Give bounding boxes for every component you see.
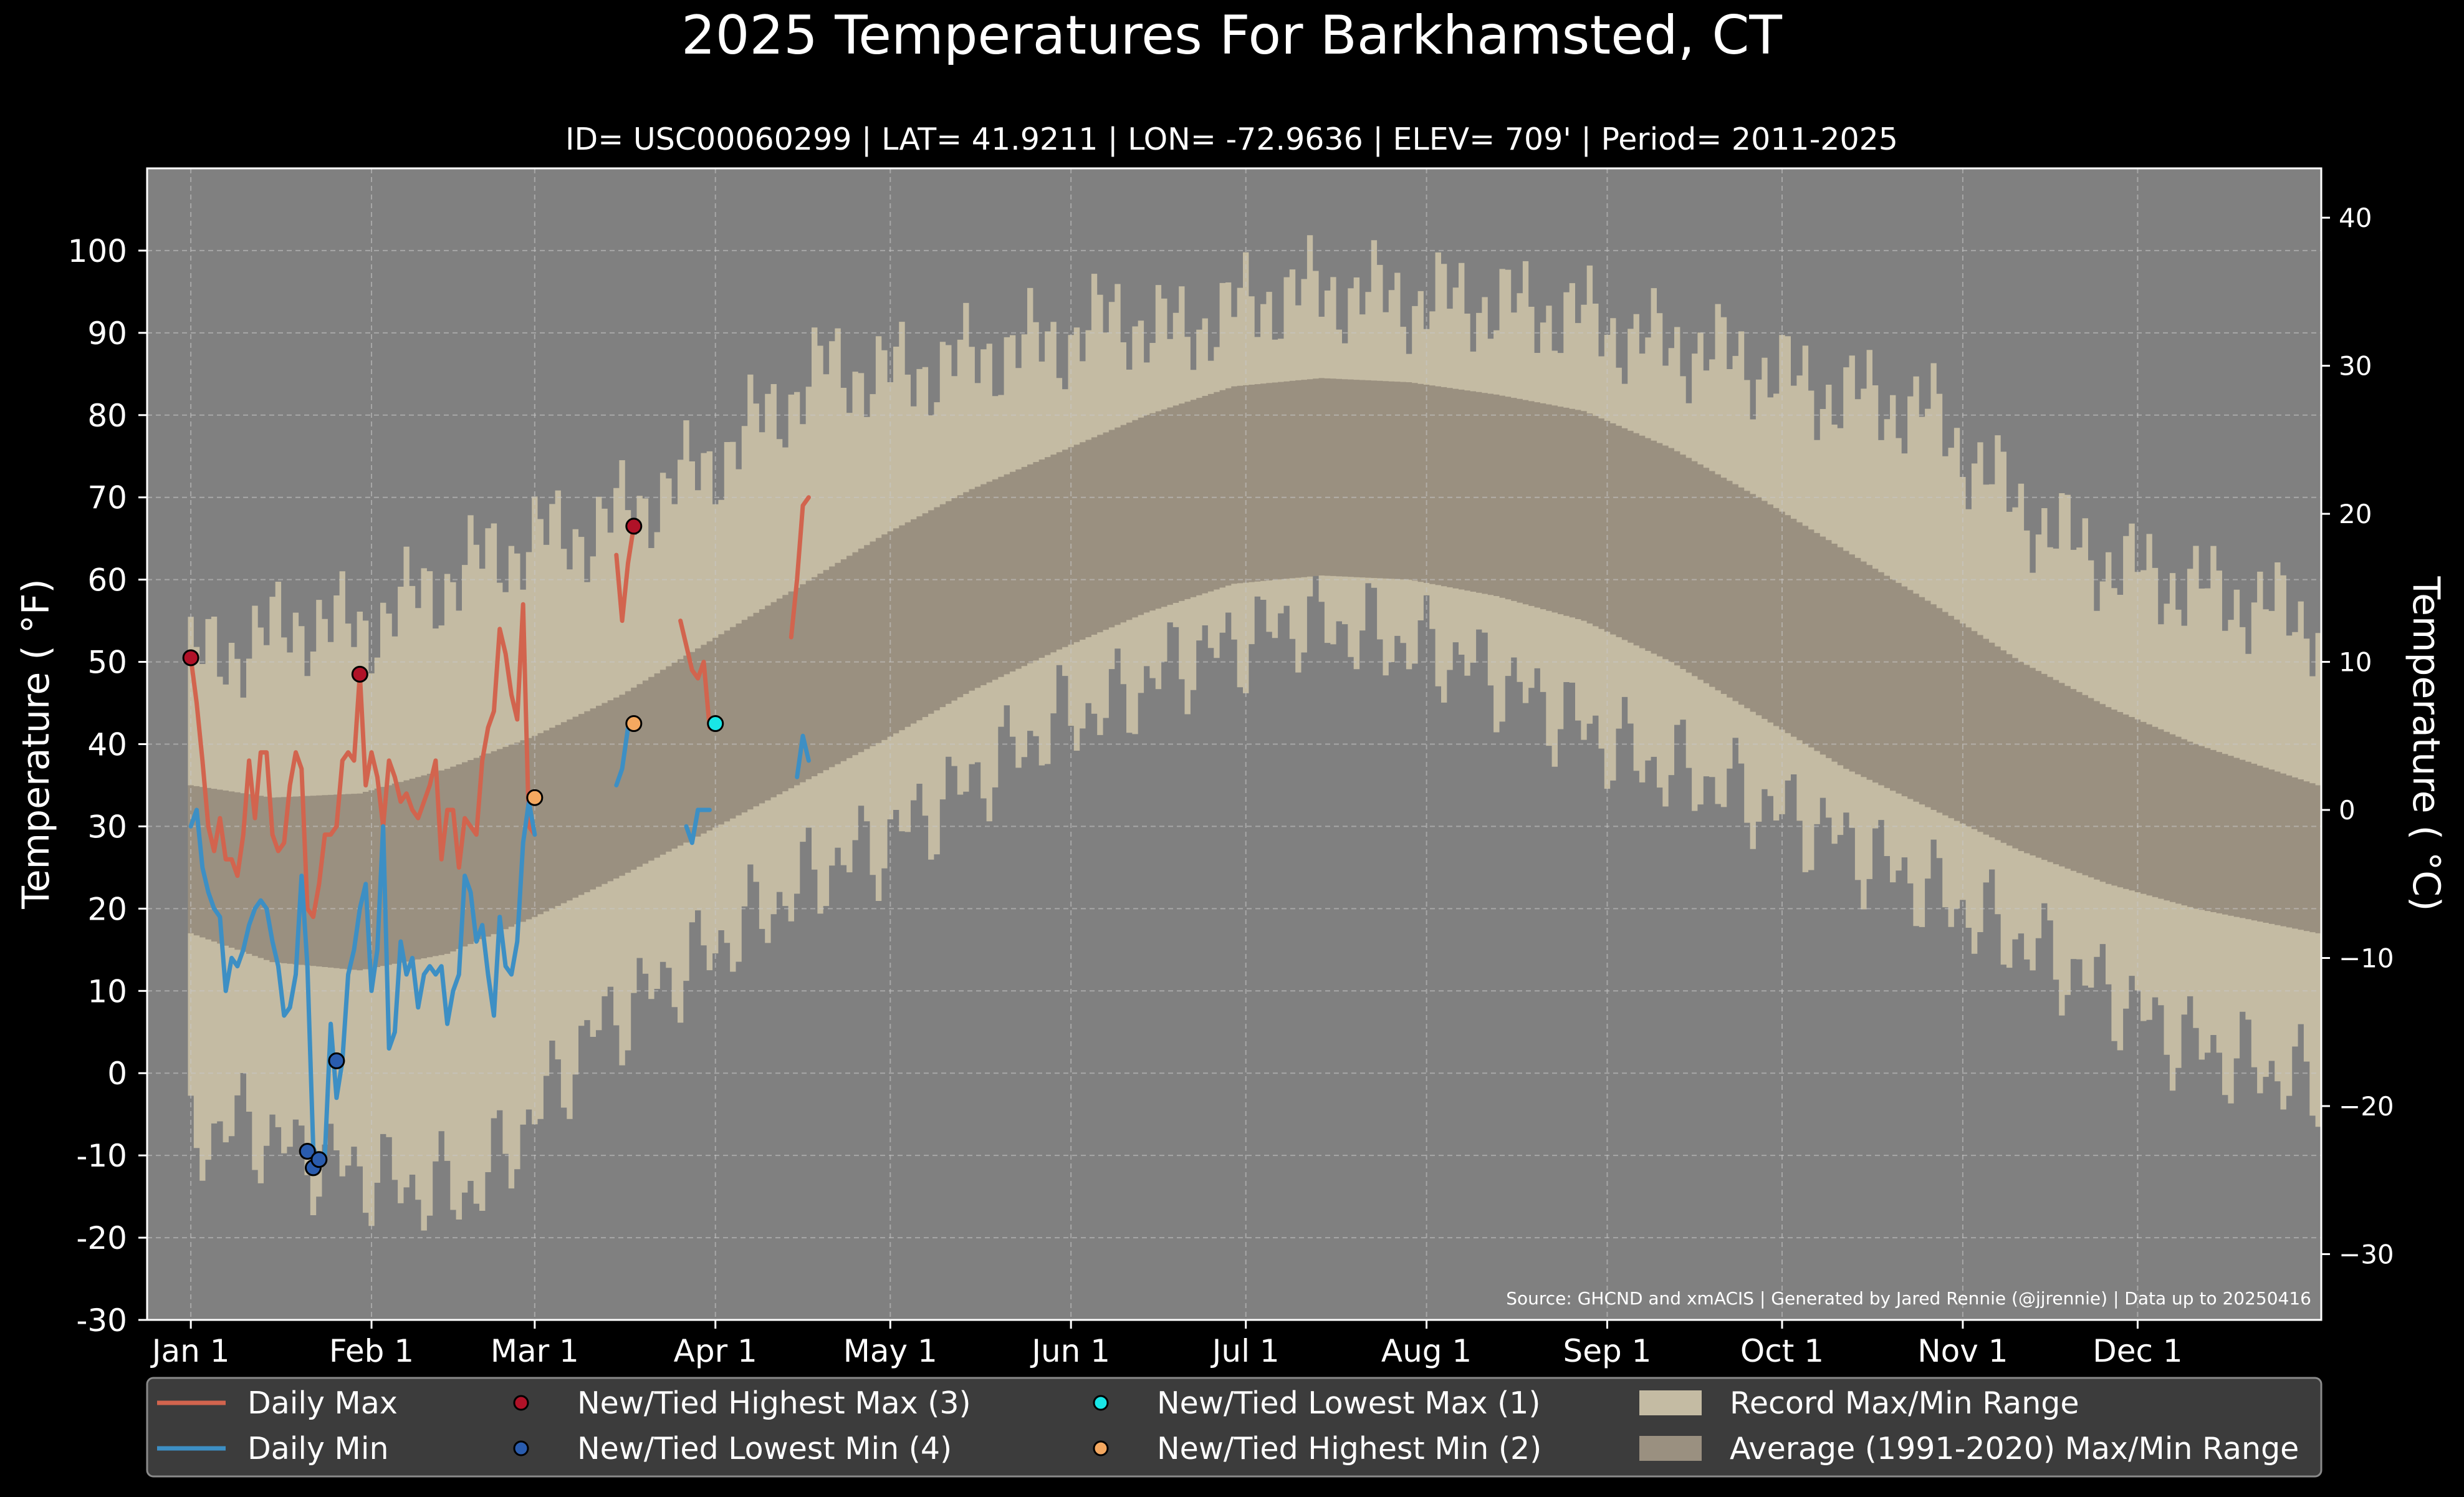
y-tick-label-left: 30 [87,809,127,845]
daily-min-line [795,733,811,779]
y-axis-label-right: Temperature ( °C) [2404,576,2448,912]
legend-swatch-dot [513,1440,529,1456]
source-note: Source: GHCND and xmACIS | Generated by … [1506,1288,2311,1309]
x-tick-label: Dec 1 [2092,1333,2182,1369]
range-bands [188,235,2321,1231]
legend-label: New/Tied Lowest Min (4) [577,1431,952,1466]
legend-swatch-dot [513,1395,529,1411]
y-tick-label-right: 20 [2339,499,2372,529]
new-highest-max-marker [625,517,643,535]
legend-label: New/Tied Lowest Max (1) [1157,1385,1541,1421]
y-tick-label-right: 10 [2339,647,2372,678]
y-tick-label-left: 100 [68,233,127,269]
chart-title: 2025 Temperatures For Barkhamsted, CT [681,4,1782,67]
y-tick-label-left: -20 [76,1220,127,1256]
legend-label: Record Max/Min Range [1730,1385,2079,1421]
x-tick-label: Nov 1 [1917,1333,2008,1369]
new-lowest-max-marker [707,715,724,733]
legend-label: Daily Min [247,1431,389,1466]
legend-label: Average (1991-2020) Max/Min Range [1730,1431,2299,1466]
legend-swatch-patch [1639,1390,1702,1415]
record-markers [182,517,724,1177]
y-tick-label-left: 10 [87,973,127,1009]
y-tick-label-right: −10 [2339,943,2394,974]
y-tick-label-right: 40 [2339,203,2372,233]
new-highest-min-marker [625,715,643,733]
daily-max-line [678,619,712,730]
y-tick-label-left: 80 [87,398,127,434]
new-highest-max-marker [351,665,368,683]
legend-label: New/Tied Highest Min (2) [1157,1431,1541,1466]
record-range-band [188,235,2321,1231]
y-tick-label-right: 0 [2339,795,2356,826]
x-tick-label: Aug 1 [1381,1333,1472,1369]
x-tick-label: Jul 1 [1210,1333,1280,1369]
legend-swatch-patch [1639,1436,1702,1461]
x-tick-label: Mar 1 [491,1333,579,1369]
x-tick-label: Oct 1 [1740,1333,1824,1369]
daily-series [188,495,811,1166]
daily-min-line [614,725,630,787]
axes: -30-20-100102030405060708090100−30−20−10… [68,203,2394,1369]
daily-min-line [188,799,537,1166]
y-tick-label-right: 30 [2339,351,2372,382]
daily-max-line [789,495,811,640]
new-highest-min-marker [526,789,544,806]
y-tick-label-right: −30 [2339,1239,2394,1269]
new-lowest-min-marker [299,1143,316,1160]
y-tick-label-left: -30 [76,1302,127,1339]
y-tick-label-left: 70 [87,480,127,516]
daily-min-line [684,807,712,845]
y-tick-label-left: 20 [87,891,127,927]
y-tick-label-left: 0 [107,1056,127,1092]
x-tick-label: Jun 1 [1030,1333,1110,1369]
y-tick-label-left: 60 [87,562,127,599]
y-tick-label-left: 90 [87,315,127,352]
legend: Daily Max Daily Min New/Tied Highest Max (… [146,1377,2323,1478]
y-tick-label-right: −20 [2339,1091,2394,1122]
x-tick-label: Apr 1 [674,1333,757,1369]
grid-lines [147,168,2321,1321]
y-tick-label-left: 40 [87,727,127,763]
legend-swatch-dot [1093,1395,1109,1411]
legend-label: New/Tied Highest Max (3) [577,1385,971,1421]
x-tick-label: Jan 1 [150,1333,230,1369]
y-tick-label-left: 50 [87,645,127,681]
y-tick-label-left: -10 [76,1138,127,1174]
daily-max-line [614,524,636,623]
new-lowest-min-marker [310,1151,328,1168]
legend-label: Daily Max [247,1385,398,1421]
x-tick-label: May 1 [843,1333,937,1369]
legend-swatch-dot [1093,1440,1109,1456]
x-tick-label: Sep 1 [1563,1333,1652,1369]
average-range-band [188,378,2321,971]
new-highest-max-marker [182,649,199,667]
daily-max-line [188,602,537,920]
legend-box [146,1377,2323,1478]
y-axis-label-left: Temperature ( °F) [14,579,58,910]
x-tick-label: Feb 1 [329,1333,414,1369]
chart-subtitle: ID= USC00060299 | LAT= 41.9211 | LON= -7… [565,122,1898,157]
new-lowest-min-marker [328,1052,345,1069]
